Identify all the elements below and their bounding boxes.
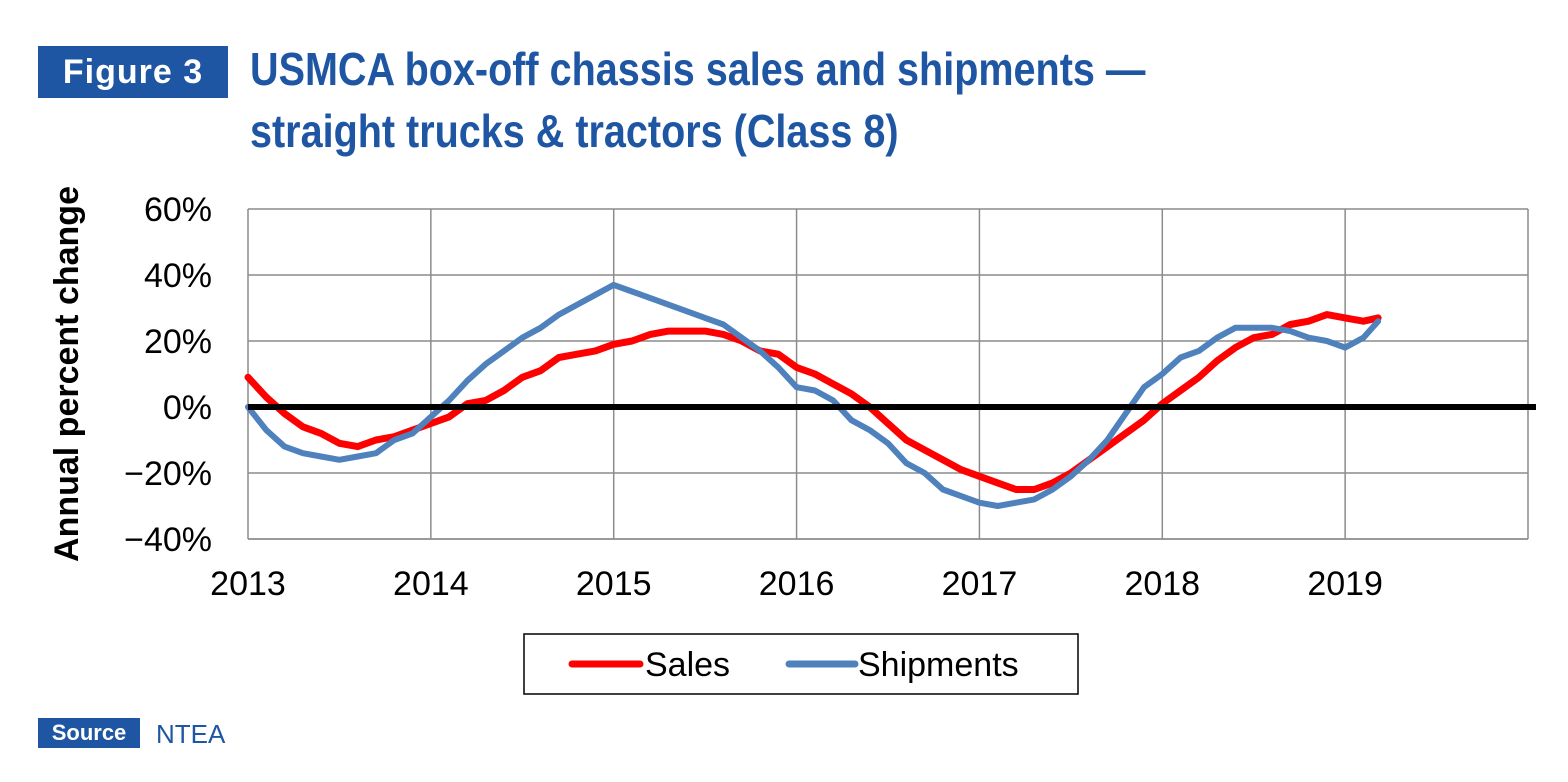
figure-badge: Figure 3	[38, 46, 228, 98]
grid-lines	[247, 208, 1529, 540]
y-tick-label: 40%	[144, 257, 212, 295]
y-tick-label: 20%	[144, 323, 212, 361]
source-badge: Source	[38, 718, 140, 748]
x-tick-label: 2019	[1307, 565, 1383, 603]
chart-title: USMCA box-off chassis sales and shipment…	[250, 38, 1282, 162]
axis-labels: −40% −20% 0% 20% 40% 60% 2013 2014 2015 2016 2017 2…	[124, 191, 1383, 603]
source-text: NTEA	[156, 719, 226, 749]
x-tick-label: 2013	[210, 565, 286, 603]
chart-title-line-2: straight trucks & tractors (Class 8)	[250, 105, 899, 157]
x-tick-label: 2015	[576, 565, 652, 603]
y-tick-label: −40%	[124, 521, 212, 559]
legend-sales-label: Sales	[645, 646, 730, 684]
y-tick-label: 60%	[144, 191, 212, 229]
shipments-series-line	[245, 281, 1382, 509]
y-axis-title: Annual percent change	[48, 186, 86, 562]
sales-series-line	[244, 311, 1382, 493]
y-tick-label: 0%	[163, 389, 212, 427]
y-tick-label: −20%	[124, 455, 212, 493]
x-tick-label: 2018	[1124, 565, 1200, 603]
legend-shipments-label: Shipments	[858, 646, 1019, 684]
chart-title-line-1: USMCA box-off chassis sales and shipment…	[250, 43, 1146, 95]
x-tick-label: 2014	[393, 565, 469, 603]
legend: Sales Shipments	[523, 633, 1079, 695]
x-tick-label: 2016	[759, 565, 835, 603]
series-lines	[244, 281, 1536, 509]
x-tick-label: 2017	[942, 565, 1018, 603]
